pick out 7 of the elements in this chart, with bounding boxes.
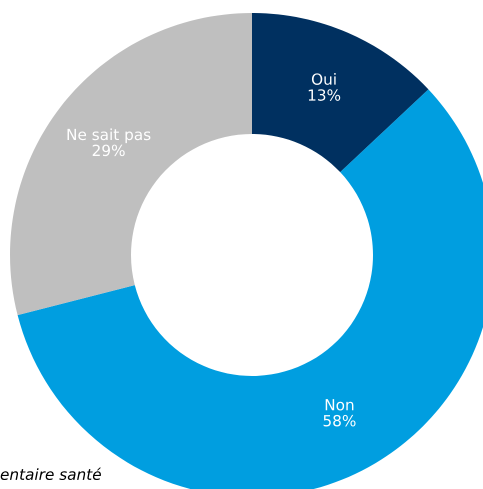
slice-label: Non: [326, 399, 354, 411]
data-label: 29%: [92, 144, 125, 156]
text: entaire santé: [0, 468, 102, 480]
slice-label: Ne sait pas: [68, 128, 150, 144]
slice-label: Oui: [312, 73, 336, 85]
data-label: 58%: [324, 414, 356, 426]
data-label: 13%: [308, 89, 340, 101]
